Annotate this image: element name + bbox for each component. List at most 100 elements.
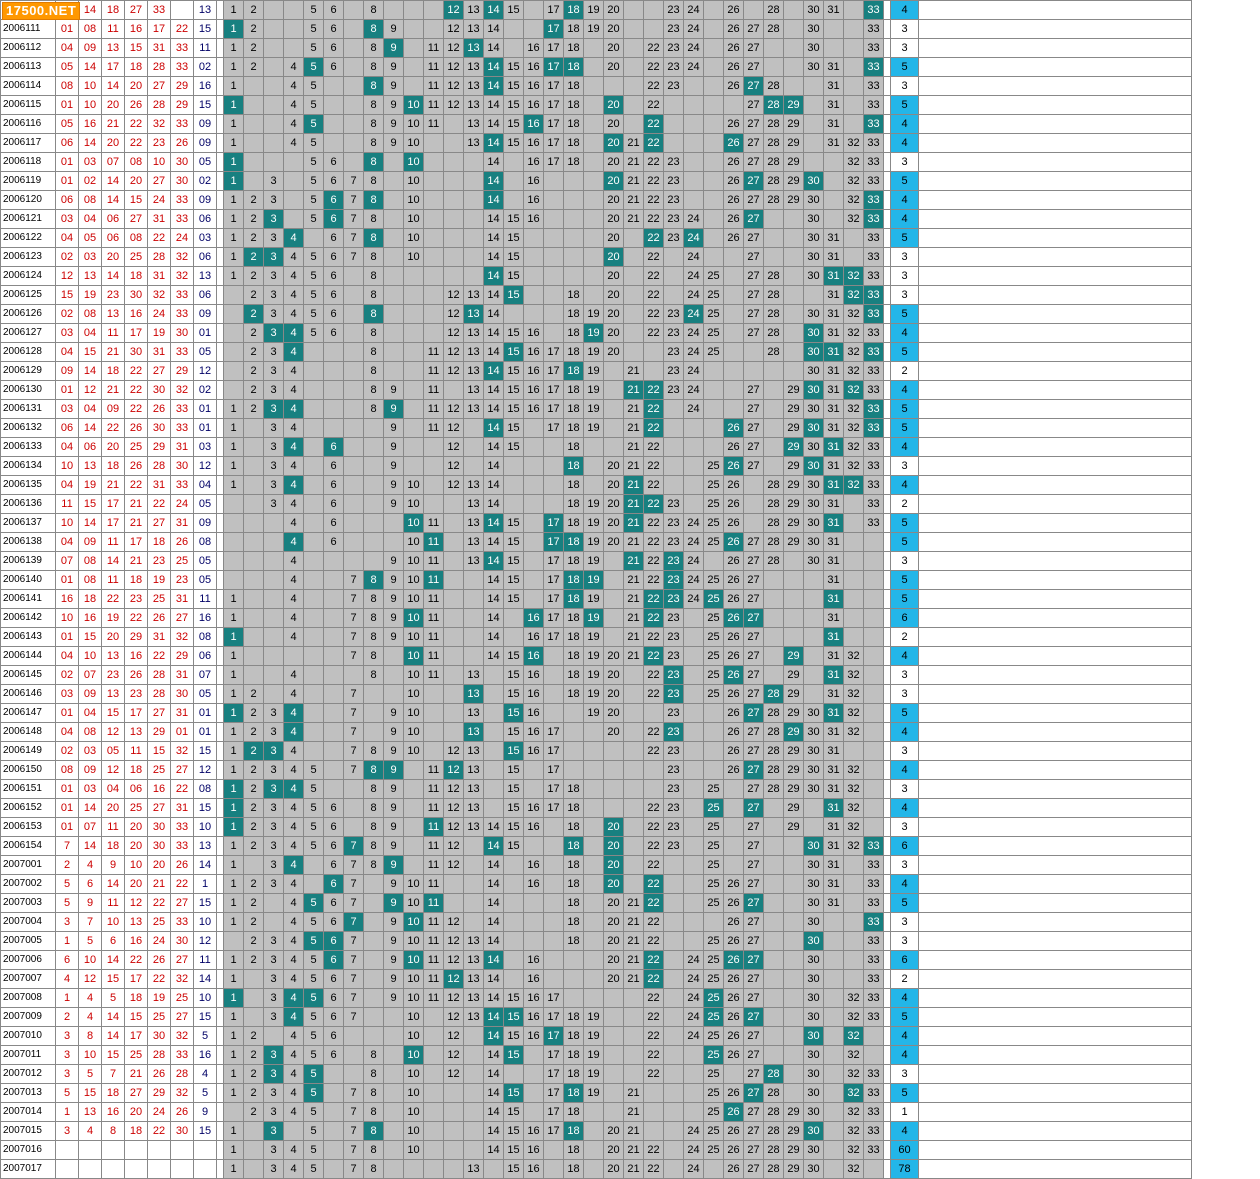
site-logo[interactable]: 17500.NET <box>2 2 81 20</box>
number-cell <box>583 114 604 134</box>
number-cell: 6 <box>323 1007 344 1027</box>
number-cell <box>823 209 844 229</box>
number-cell <box>243 646 264 666</box>
number-cell-hit: 19 <box>583 323 604 343</box>
blank-margin <box>918 570 1192 590</box>
number-cell: 1 <box>223 1083 244 1103</box>
number-cell-hit: 10 <box>403 95 424 115</box>
column-separator <box>883 589 891 609</box>
issue-number: 2006134 <box>0 456 56 476</box>
number-cell <box>503 608 524 628</box>
number-cell <box>563 760 584 780</box>
number-cell-hit: 31 <box>823 665 844 685</box>
number-cell-hit: 10 <box>403 1045 424 1065</box>
number-cell <box>543 190 564 210</box>
red-ball-number: 3 <box>55 912 79 932</box>
red-ball-number: 3 <box>55 1026 79 1046</box>
number-cell <box>683 817 704 837</box>
red-ball-number: 28 <box>147 456 171 476</box>
number-cell: 23 <box>663 380 684 400</box>
number-cell: 24 <box>683 513 704 533</box>
table-row: 2007006 6 10 14 22 26 27 11 1 2 3 4 5 6 7 9 10 11 12 13 14 16… <box>0 950 1192 970</box>
red-ball-number: 22 <box>147 494 171 514</box>
number-cell-hit: 32 <box>843 475 864 495</box>
number-cell: 29 <box>783 817 804 837</box>
number-cell <box>703 38 724 58</box>
column-separator <box>216 1159 224 1179</box>
number-cell <box>663 1026 684 1046</box>
red-ball-number: 26 <box>147 399 171 419</box>
issue-number: 2006114 <box>0 76 56 96</box>
number-cell-hit: 22 <box>643 969 664 989</box>
number-cell: 3 <box>263 494 284 514</box>
number-cell: 1 <box>223 665 244 685</box>
number-cell <box>403 38 424 58</box>
number-cell-hit: 18 <box>563 0 584 20</box>
red-ball-number: 13 <box>124 912 148 932</box>
number-cell: 27 <box>743 418 764 438</box>
table-row: 1214182733131256812131415171819202324262… <box>0 0 1192 20</box>
number-cell: 2 <box>243 1064 264 1084</box>
issue-number: 2006130 <box>0 380 56 400</box>
number-cell-hit: 29 <box>783 437 804 457</box>
number-cell <box>483 798 504 818</box>
number-cell <box>783 323 804 343</box>
number-cell: 18 <box>563 76 584 96</box>
hit-count: 4 <box>890 323 919 343</box>
red-ball-number: 18 <box>78 589 102 609</box>
table-row: 2006134 10 13 18 26 28 30 12 1 3 4 6 9 12 14 18 20 21 22 25… <box>0 456 1192 476</box>
number-cell <box>583 1121 604 1141</box>
number-cell: 2 <box>243 57 264 77</box>
number-cell <box>763 912 784 932</box>
number-cell <box>783 836 804 856</box>
number-cell: 27 <box>743 323 764 343</box>
number-cell <box>343 437 364 457</box>
number-cell: 27 <box>743 285 764 305</box>
number-cell <box>663 285 684 305</box>
number-cell: 23 <box>663 532 684 552</box>
number-cell: 8 <box>363 817 384 837</box>
number-cell-hit: 16 <box>523 646 544 666</box>
number-cell <box>503 912 524 932</box>
number-cell <box>783 342 804 362</box>
red-ball-number: 02 <box>78 171 102 191</box>
red-ball-number: 5 <box>101 988 125 1008</box>
red-ball-number: 3 <box>55 1121 79 1141</box>
red-ball-number: 10 <box>78 1045 102 1065</box>
hit-count: 5 <box>890 1083 919 1103</box>
number-cell: 30 <box>803 893 824 913</box>
number-cell: 5 <box>303 285 324 305</box>
red-ball-number: 15 <box>55 285 79 305</box>
red-ball-number: 26 <box>170 133 194 153</box>
column-separator <box>883 95 891 115</box>
number-cell <box>603 551 624 571</box>
number-cell: 10 <box>403 1140 424 1160</box>
number-cell: 8 <box>363 247 384 267</box>
number-cell-hit: 6 <box>323 437 344 457</box>
number-cell <box>423 190 444 210</box>
number-cell-hit: 3 <box>263 323 284 343</box>
red-ball-number: 10 <box>55 456 79 476</box>
red-ball-number: 02 <box>55 247 79 267</box>
column-separator <box>216 855 224 875</box>
number-cell: 13 <box>463 0 484 20</box>
issue-number: 2007017 <box>0 1159 56 1179</box>
number-cell <box>603 418 624 438</box>
number-cell: 14 <box>483 817 504 837</box>
blue-ball-number: 16 <box>193 608 217 628</box>
number-cell <box>403 437 424 457</box>
number-cell-hit: 33 <box>863 912 884 932</box>
number-cell: 18 <box>563 1102 584 1122</box>
red-ball-number: 08 <box>78 304 102 324</box>
number-cell: 8 <box>363 342 384 362</box>
number-cell <box>603 760 624 780</box>
number-cell <box>723 380 744 400</box>
number-cell <box>523 570 544 590</box>
red-ball-number: 03 <box>78 247 102 267</box>
number-cell: 10 <box>403 703 424 723</box>
number-cell <box>563 722 584 742</box>
number-cell <box>483 722 504 742</box>
number-cell: 6 <box>323 266 344 286</box>
number-cell <box>543 1140 564 1160</box>
number-cell <box>623 741 644 761</box>
